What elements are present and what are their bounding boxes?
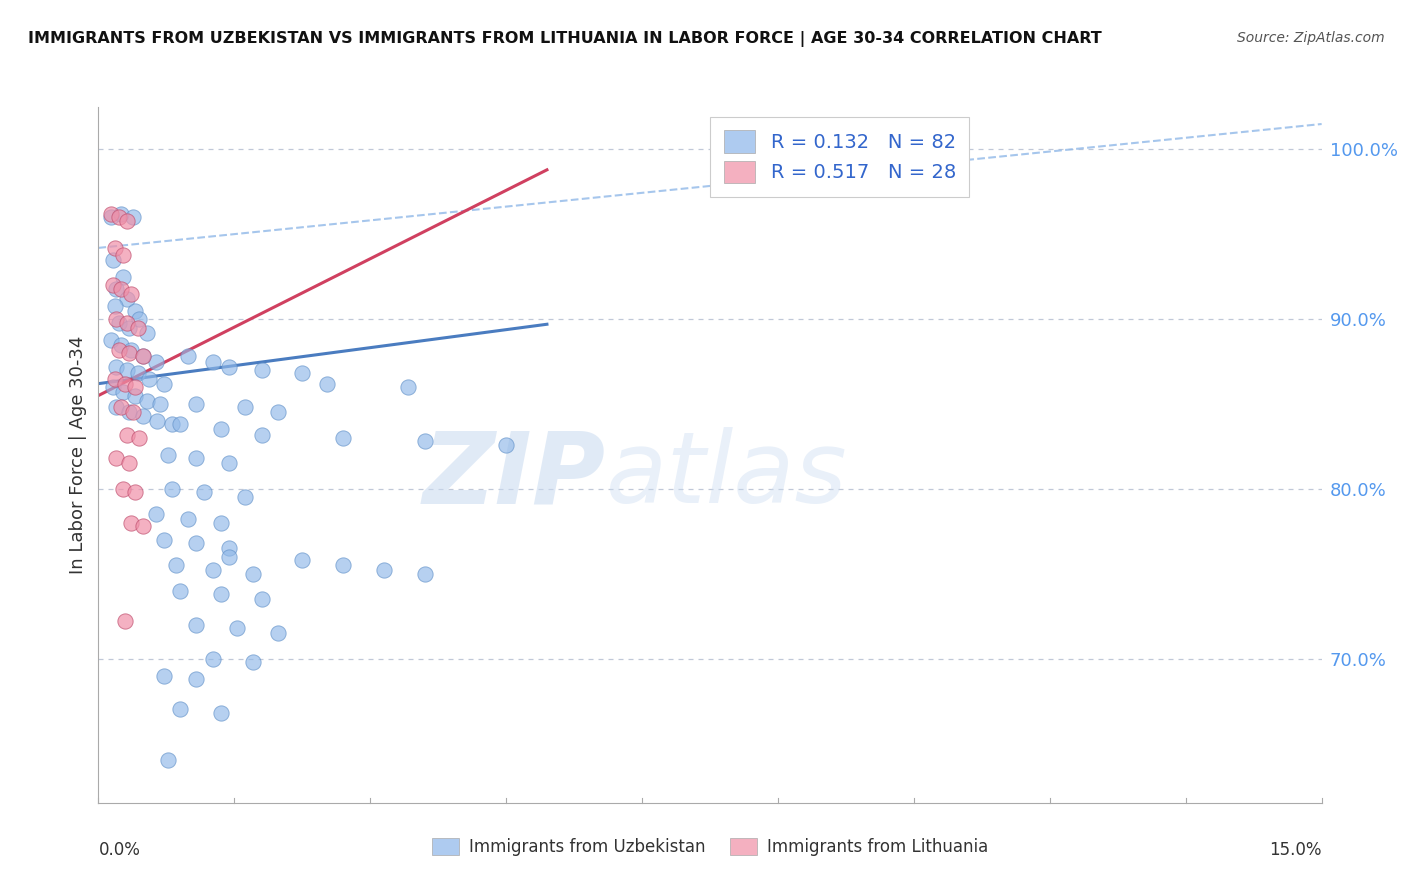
Text: Source: ZipAtlas.com: Source: ZipAtlas.com bbox=[1237, 31, 1385, 45]
Text: 0.0%: 0.0% bbox=[98, 841, 141, 859]
Text: IMMIGRANTS FROM UZBEKISTAN VS IMMIGRANTS FROM LITHUANIA IN LABOR FORCE | AGE 30-: IMMIGRANTS FROM UZBEKISTAN VS IMMIGRANTS… bbox=[28, 31, 1102, 47]
Y-axis label: In Labor Force | Age 30-34: In Labor Force | Age 30-34 bbox=[69, 335, 87, 574]
Text: atlas: atlas bbox=[606, 427, 848, 524]
Text: ZIP: ZIP bbox=[423, 427, 606, 524]
Text: 15.0%: 15.0% bbox=[1270, 841, 1322, 859]
Legend: Immigrants from Uzbekistan, Immigrants from Lithuania: Immigrants from Uzbekistan, Immigrants f… bbox=[423, 830, 997, 864]
